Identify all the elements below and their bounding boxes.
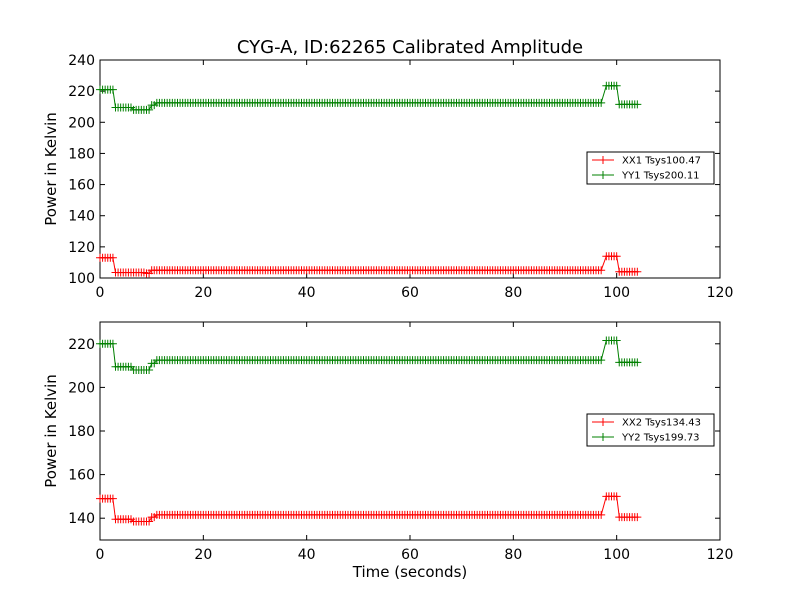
y-tick-label: 180: [68, 424, 95, 440]
x-tick-label: 80: [504, 285, 522, 301]
x-tick-label: 120: [707, 285, 734, 301]
data-point-marker: [597, 98, 606, 107]
y-tick-label: 200: [68, 380, 95, 396]
data-point-marker: [633, 100, 642, 109]
x-tick-label: 40: [298, 285, 316, 301]
data-point-marker: [612, 492, 621, 501]
data-point-marker: [612, 336, 621, 345]
data-point-marker: [633, 267, 642, 276]
legend-entry: YY2 Tsys199.73: [621, 433, 700, 444]
data-point-marker: [108, 85, 117, 94]
x-tick-label: 60: [401, 547, 419, 563]
legend-entry: XX1 Tsys100.47: [622, 156, 701, 167]
legend-marker: [599, 156, 607, 164]
data-point-marker: [612, 81, 621, 90]
data-point-marker: [145, 105, 154, 114]
legend-entry: YY1 Tsys200.11: [621, 171, 700, 182]
y-tick-label: 100: [68, 271, 95, 287]
figure-title: CYG-A, ID:62265 Calibrated Amplitude: [237, 37, 583, 58]
x-tick-label: 0: [96, 547, 105, 563]
y-tick-label: 220: [68, 337, 95, 353]
data-point-marker: [145, 517, 154, 526]
data-point-marker: [633, 513, 642, 522]
x-tick-label: 100: [603, 547, 630, 563]
legend-entry: XX2 Tsys134.43: [622, 418, 701, 429]
x-tick-label: 40: [298, 547, 316, 563]
y-tick-label: 240: [68, 53, 95, 69]
legend-box: [586, 413, 715, 447]
data-point-marker: [597, 510, 606, 519]
y-tick-label: 140: [68, 209, 95, 225]
data-point-marker: [633, 358, 642, 367]
x-tick-label: 100: [603, 285, 630, 301]
top-chart-panel: 0 20 40 60 80 100 120 100 120 140 160 180 200 220 240 P…: [42, 53, 733, 301]
bottom-chart-panel: 0 20 40 60 80 100 120 140 160 180 200 220 Power in K…: [42, 321, 734, 581]
legend-marker: [599, 418, 607, 426]
y-tick-label: 200: [68, 115, 95, 131]
y-axis-label: Power in Kelvin: [42, 374, 60, 488]
y-tick-label: 160: [68, 178, 95, 194]
y-tick-label: 140: [68, 511, 95, 527]
data-point-marker: [108, 339, 117, 348]
y-axis-label: Power in Kelvin: [42, 112, 60, 226]
data-point-marker: [597, 356, 606, 365]
y-tick-label: 220: [68, 84, 95, 100]
y-tick-label: 160: [68, 468, 95, 484]
x-tick-label: 20: [194, 285, 212, 301]
data-point-marker: [597, 266, 606, 275]
data-point-marker: [612, 252, 621, 261]
x-tick-label: 120: [707, 547, 734, 563]
y-tick-label: 180: [68, 146, 95, 162]
legend-marker: [599, 433, 607, 441]
legend-box: [586, 151, 715, 185]
x-tick-label: 20: [194, 547, 212, 563]
data-point-marker: [108, 494, 117, 503]
x-axis-label: Time (seconds): [352, 563, 468, 581]
data-point-marker: [145, 365, 154, 374]
y-tick-label: 120: [68, 240, 95, 256]
x-tick-label: 60: [401, 285, 419, 301]
x-tick-label: 80: [504, 547, 522, 563]
data-point-marker: [108, 253, 117, 262]
legend-marker: [599, 171, 607, 179]
x-tick-label: 0: [96, 285, 105, 301]
